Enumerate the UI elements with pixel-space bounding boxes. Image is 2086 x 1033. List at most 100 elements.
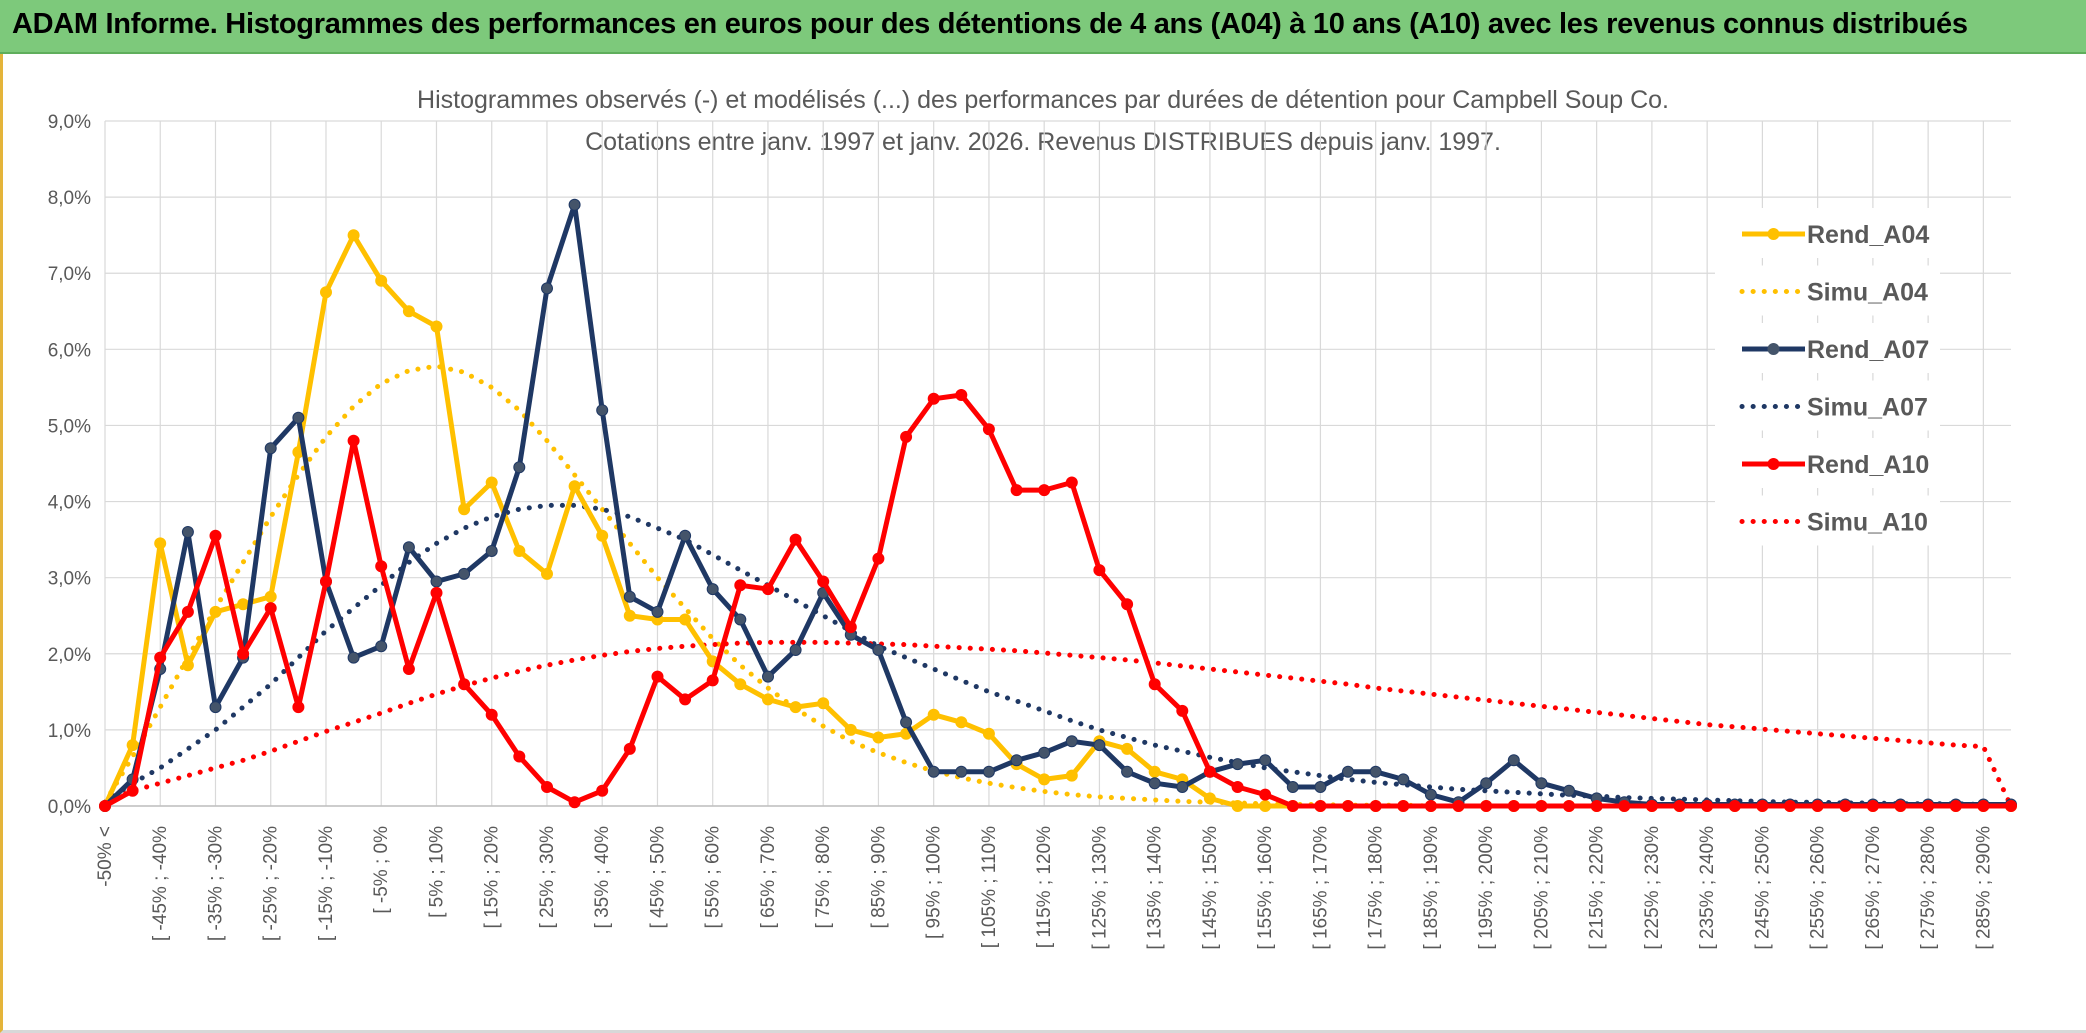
data-point [1618,800,1631,812]
data-point [679,529,692,542]
data-point [1065,735,1078,748]
x-tick-label: [ 25% ; 30% [537,826,558,929]
y-tick-label: 4,0% [48,493,91,514]
legend-marker [1767,458,1780,470]
x-tick-label: [ -45% ; -40% [150,826,171,941]
data-point [347,229,360,242]
data-point [1203,792,1216,805]
data-point [734,678,747,691]
data-point [485,545,498,557]
x-tick-label: [ -5% ; 0% [371,826,392,914]
data-point [982,765,995,778]
data-point [706,583,719,596]
x-tick-label: [ 85% ; 90% [868,826,889,929]
x-tick-label: [ 55% ; 60% [703,826,724,929]
data-point [181,659,194,672]
data-point [99,800,111,812]
data-point [623,590,636,603]
data-point [1038,746,1051,759]
data-point [320,575,332,588]
data-point [623,742,636,755]
data-point [1452,800,1465,812]
x-tick-label: [ 285% ; 290% [1973,826,1994,950]
x-tick-label: [ 35% ; 40% [592,826,613,929]
data-point [1424,788,1437,801]
data-point [541,781,553,793]
x-tick-label: [ 255% ; 260% [1808,826,1829,950]
legend-entry: Simu_A10 [1715,495,1940,546]
legend-label: Simu_A10 [1807,509,1928,537]
data-point [458,503,471,516]
x-tick-label: [ 125% ; 130% [1089,826,1110,950]
data-point [1010,484,1023,497]
data-point [1949,800,1962,812]
data-point [209,529,222,542]
x-tick-label: [ 15% ; 20% [482,826,503,929]
data-point [982,727,995,740]
data-point [679,613,692,626]
chart-frame [0,54,2086,1033]
data-point [181,526,194,538]
data-point [789,533,802,546]
x-tick-label: [ 275% ; 280% [1918,826,1939,950]
x-tick-label: [ -35% ; -30% [205,826,226,941]
data-point [430,320,443,333]
data-point [1397,773,1410,786]
legend-label: Rend_A04 [1807,221,1929,249]
x-tick-label: [ 235% ; 240% [1697,826,1718,950]
data-point [900,716,913,729]
data-point [1645,800,1658,812]
chart-title: Histogrammes observés (-) et modélisés (… [417,86,1669,114]
series-simu-a07 [102,502,2014,807]
series-rend-a10 [99,389,2017,812]
x-tick-label: [ 175% ; 180% [1366,826,1387,950]
y-tick-label: 8,0% [48,188,91,209]
data-point [1342,800,1354,812]
data-point [982,423,995,436]
data-point [1231,758,1244,771]
data-point [1673,800,1686,812]
data-point [734,613,747,626]
series-line [102,363,2014,809]
data-point [1784,800,1796,812]
data-point [1977,800,1990,812]
header-banner: ADAM Informe. Histogrammes des performan… [0,0,2086,54]
data-point [485,476,498,489]
data-point [1231,781,1244,793]
data-point [1148,777,1161,790]
data-point [1203,765,1216,778]
data-point [1148,765,1161,778]
data-point [458,678,471,691]
y-tick-label: 5,0% [48,416,91,437]
data-point [872,644,885,656]
y-tick-label: 6,0% [48,340,91,361]
data-point [844,621,857,634]
x-tick-label: [ 65% ; 70% [758,826,779,929]
data-point [513,750,526,763]
data-point [347,651,360,664]
data-point [1176,781,1189,793]
data-point [264,590,277,603]
x-tick-label: [ 45% ; 50% [647,826,668,929]
x-tick-label: [ 205% ; 210% [1531,826,1552,950]
x-tick-label: [ 265% ; 270% [1863,826,1884,950]
chart-subtitle: Cotations entre janv. 1997 et janv. 2026… [585,128,1501,156]
data-point [1259,788,1272,801]
data-point [568,198,581,211]
x-tick-label: [ 215% ; 220% [1587,826,1608,950]
data-point [706,674,719,687]
series-simu-a04 [102,363,2014,809]
data-point [1701,800,1714,812]
legend-entry: Rend_A07 [1715,323,1940,373]
legend-entry: Simu_A07 [1715,380,1940,431]
data-point [651,670,664,683]
x-tick-label: [ 165% ; 170% [1310,826,1331,950]
data-point [154,537,167,550]
data-point [1894,800,1907,812]
x-tick-label: [ 245% ; 250% [1752,826,1773,950]
data-point [347,434,360,447]
data-point [1369,800,1382,812]
data-point [264,442,277,455]
data-point [844,723,857,736]
data-point [762,693,774,706]
